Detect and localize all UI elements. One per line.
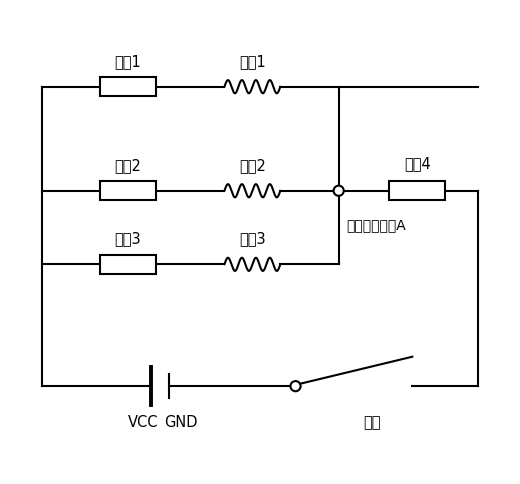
- Bar: [389, 182, 445, 201]
- Text: GND: GND: [164, 414, 198, 429]
- Bar: [100, 78, 156, 97]
- Text: 电阻1: 电阻1: [114, 54, 141, 69]
- Bar: [100, 255, 156, 274]
- Bar: [100, 182, 156, 201]
- Text: 铜䑈2: 铜䑈2: [239, 157, 266, 172]
- Text: 电阻4: 电阻4: [404, 156, 431, 171]
- Circle shape: [291, 381, 301, 392]
- Text: 电位检测端口A: 电位检测端口A: [346, 218, 406, 232]
- Text: 开关: 开关: [363, 414, 381, 429]
- Circle shape: [334, 186, 344, 197]
- Text: VCC: VCC: [128, 414, 159, 429]
- Text: 电阻2: 电阻2: [114, 157, 141, 172]
- Text: 铜䑈3: 铜䑈3: [239, 231, 266, 246]
- Text: 电阻3: 电阻3: [115, 231, 141, 246]
- Text: 铜䑈1: 铜䑈1: [239, 54, 266, 69]
